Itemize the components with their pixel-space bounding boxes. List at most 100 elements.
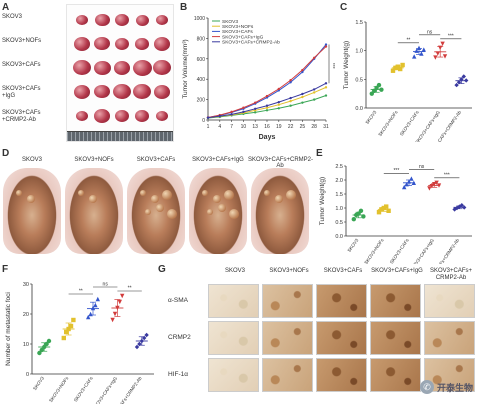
tumor <box>94 109 110 123</box>
data-point <box>386 208 391 213</box>
significance-label: *** <box>393 168 399 174</box>
data-point <box>461 74 466 79</box>
ihc-micrograph <box>424 284 475 318</box>
data-point <box>112 311 118 317</box>
data-point <box>265 109 269 112</box>
tumor-photo <box>66 4 174 142</box>
data-point <box>361 214 366 219</box>
ihc-micrograph <box>424 321 475 355</box>
x-tick-label: 19 <box>276 124 282 130</box>
y-tick-label: 2.5 <box>335 164 343 170</box>
y-axis-label: Tumor Volume(mm³) <box>182 39 189 98</box>
data-point <box>115 305 120 311</box>
data-point <box>301 68 304 72</box>
tumor <box>115 14 129 26</box>
significance-label: ** <box>79 289 83 295</box>
data-point <box>429 183 434 189</box>
y-tick-label: 1.5 <box>335 192 343 198</box>
data-point <box>381 205 386 211</box>
x-tick-label: 4 <box>218 124 221 130</box>
data-point <box>68 323 74 329</box>
metastatic-nodule <box>213 195 221 203</box>
y-tick-label: 0.5 <box>335 220 343 226</box>
legend-entry: SKOV3+CAFs <box>222 29 253 35</box>
significance-label: ns <box>427 29 433 35</box>
significance-label: *** <box>329 63 335 69</box>
data-point <box>324 86 328 89</box>
y-tick-label: 0.0 <box>335 234 343 240</box>
data-point <box>137 341 142 347</box>
data-point <box>351 217 356 222</box>
panel-g-ihc-grid: SKOV3 SKOV3+NOFs SKOV3+CAFs SKOV3+CAFs+IgG S… <box>160 268 479 406</box>
data-point <box>412 54 417 59</box>
tumor <box>76 15 88 26</box>
data-point <box>242 106 245 109</box>
x-tick-label: SKOV3+CAFs <box>399 109 420 137</box>
mouse-photo <box>251 168 309 254</box>
ihc-micrograph <box>208 321 259 355</box>
y-tick-label: 0 <box>26 372 29 378</box>
panel-g-column-label: SKOV3 <box>224 268 245 274</box>
data-point <box>379 207 384 212</box>
data-point <box>265 106 269 109</box>
x-tick-label: SKOV3+NOFs <box>363 237 385 264</box>
metastatic-nodule <box>145 209 151 215</box>
data-point <box>110 317 115 323</box>
ihc-micrograph <box>316 321 367 355</box>
metastatic-nodule <box>167 209 177 219</box>
data-point <box>117 299 122 305</box>
panel-d-mice-photos: SKOV3 SKOV3+NOFs SKOV3+CAFs SKOV3+CAFs+IgG S… <box>2 150 313 262</box>
y-tick-label: 30 <box>23 282 29 288</box>
x-tick-label: SKOV3+CAFs+IgG <box>91 375 118 404</box>
x-axis-label: Days <box>259 134 276 141</box>
data-point <box>95 296 100 302</box>
data-point <box>301 92 304 96</box>
data-point <box>400 62 405 68</box>
significance-label: ** <box>128 286 132 292</box>
data-point <box>37 350 42 356</box>
metastatic-nodule <box>224 190 234 200</box>
data-point <box>464 78 469 83</box>
data-point <box>277 103 280 106</box>
data-point <box>301 70 304 74</box>
data-point <box>313 56 316 59</box>
data-point <box>88 311 93 317</box>
tumor <box>132 59 152 76</box>
data-point <box>456 80 462 85</box>
data-point <box>277 87 280 91</box>
metastatic-nodule <box>151 195 159 203</box>
y-tick-label: 1.0 <box>335 206 343 212</box>
ihc-micrograph <box>208 358 259 392</box>
metastatic-nodule <box>140 190 146 196</box>
x-tick-label: 1 <box>207 124 210 130</box>
data-point <box>289 96 292 100</box>
panel-a-row-label: SKOV3 <box>2 14 23 20</box>
metastatic-nodule <box>275 195 283 203</box>
data-point <box>398 66 403 72</box>
legend-entry: SKOV3+CAFs+CRMP2-Ab <box>222 40 280 46</box>
mouse-photo <box>65 168 123 254</box>
data-point <box>376 82 382 88</box>
data-point <box>379 87 384 92</box>
data-point <box>404 182 409 187</box>
data-point <box>230 113 233 116</box>
data-point <box>454 82 459 88</box>
data-point <box>432 182 437 187</box>
ihc-micrograph <box>262 321 313 355</box>
ihc-micrograph <box>316 284 367 318</box>
tumor <box>156 15 168 26</box>
y-tick-label: 1000 <box>194 16 205 22</box>
data-point <box>42 344 47 350</box>
data-point <box>265 104 269 107</box>
legend-entry: SKOV3+NOFs <box>222 24 254 30</box>
data-point <box>324 82 328 85</box>
panel-label-c: C <box>340 2 348 13</box>
panel-a-row-label: SKOV3+CAFs +CRMP2-Ab <box>2 110 41 123</box>
data-point <box>134 344 140 350</box>
tumor <box>73 84 91 99</box>
x-tick-label: 25 <box>300 124 306 130</box>
data-point <box>313 88 316 91</box>
data-point <box>254 107 257 110</box>
panel-g-row-label: HIF-1α <box>168 371 189 378</box>
